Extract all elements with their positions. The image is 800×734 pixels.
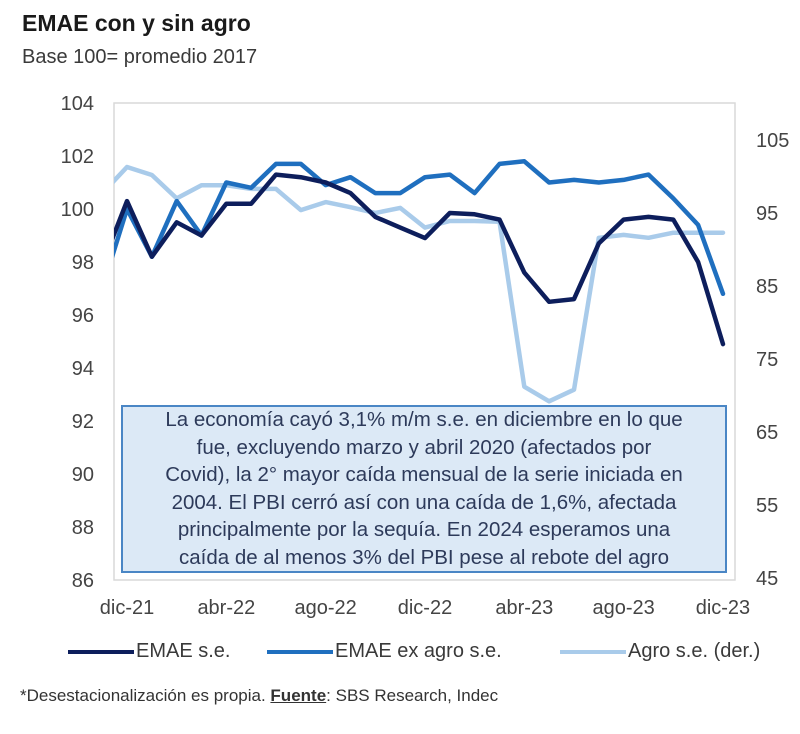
annotation-line: Covid), la 2° mayor caída mensual de la … [165,463,683,486]
y-right-tick-label: 65 [756,422,778,444]
legend-swatch-emae-ex-agro [267,649,333,654]
footer-text: *Desestacionalización es propia. [20,686,271,705]
series-lines [114,159,726,404]
y-left-tick-label: 94 [72,358,94,380]
y-left-tick-label: 86 [72,570,94,592]
legend-swatch-emae [68,649,134,654]
legend-label: Agro s.e. (der.) [628,640,761,662]
series-line-emae-ex-agro-s-e [114,159,726,297]
legend-label: EMAE s.e. [136,640,231,662]
annotation-box [121,405,727,573]
legend-item-emae-ex-agro: EMAE ex agro s.e. [267,640,502,663]
y-right-tick-label: 85 [756,276,778,298]
y-right-tick-label: 75 [756,349,778,371]
legend: EMAE s.e. EMAE ex agro s.e. Agro s.e. (d… [60,640,790,670]
y-axis-right: 45 55 65 75 85 95 105 [756,130,789,590]
y-left-tick-label: 92 [72,411,94,433]
x-tick-label: ago-22 [295,597,357,619]
x-axis: dic-21 abr-22 ago-22 dic-22 abr-23 ago-23 dic-… [100,597,750,619]
y-left-tick-label: 96 [72,305,94,327]
y-right-tick-label: 45 [756,568,778,590]
y-right-tick-label: 105 [756,130,789,152]
chart-subtitle: Base 100= promedio 2017 [22,46,258,68]
x-tick-label: ago-23 [592,597,654,619]
series-line-emae-s-e [114,172,726,347]
x-tick-label: dic-23 [696,597,750,619]
annotation-line: caída de al menos 3% del PBI pese al reb… [178,545,670,569]
x-tick-label: dic-21 [100,597,154,619]
annotation-line: principalmente por la sequía. En 2024 es… [177,518,671,541]
annotation-line: fue, excluyendo marzo y abril 2020 (afec… [196,435,652,459]
chart-title: EMAE con y sin agro [22,10,251,36]
footer-note: *Desestacionalización es propia. Fuente:… [20,686,498,706]
y-left-tick-label: 98 [72,252,94,274]
source-text: : SBS Research, Indec [326,686,499,705]
y-left-tick-label: 88 [72,517,94,539]
y-left-tick-label: 100 [61,199,94,221]
x-tick-label: abr-22 [197,597,255,619]
x-tick-label: abr-23 [495,597,553,619]
series-line-agro-s-e-der [114,164,726,404]
annotation-line: La economía cayó 3,1% m/m s.e. en diciem… [165,408,683,431]
y-right-tick-label: 95 [756,203,778,225]
plot-area [113,102,736,581]
y-left-tick-label: 104 [61,93,94,115]
y-left-tick-label: 102 [61,146,94,168]
annotation-text: La economía cayó 3,1% m/m s.e. en diciem… [124,406,724,571]
x-tick-label: dic-22 [398,597,452,619]
y-left-tick-label: 90 [72,464,94,486]
legend-swatch-agro [560,649,626,654]
y-right-tick-label: 55 [756,495,778,517]
source-label: Fuente [270,686,327,705]
legend-item-emae: EMAE s.e. [68,640,230,663]
legend-label: EMAE ex agro s.e. [335,640,502,662]
y-axis-left: 86 88 90 92 94 96 98 100 102 104 [61,93,94,592]
legend-item-agro: Agro s.e. (der.) [560,640,760,663]
annotation-line: 2004. El PBI cerró así con una caída de … [171,490,677,514]
